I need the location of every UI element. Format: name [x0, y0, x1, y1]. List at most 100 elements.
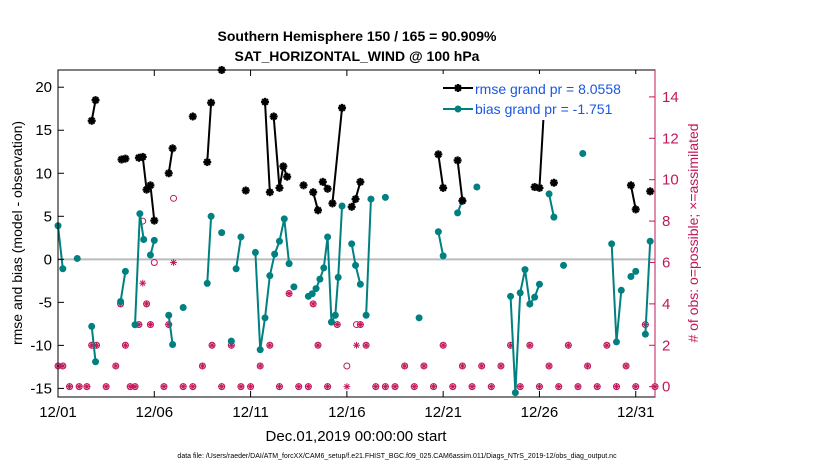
- obs-assimilated-marker: [102, 383, 110, 391]
- rmse-point: [309, 188, 318, 197]
- rmse-point: [338, 103, 347, 112]
- rmse-point: [87, 116, 96, 125]
- y-axis-right: 0 2 4 6 8 10 12 14: [649, 89, 679, 396]
- y-tick-label: 20: [35, 79, 52, 96]
- obs-assimilated-marker: [131, 383, 139, 391]
- obs-assimilated-marker: [516, 383, 524, 391]
- legend-bias-marker: [454, 105, 462, 113]
- bias-point: [334, 273, 342, 281]
- obs-assimilated-marker: [218, 383, 226, 391]
- bias-point: [207, 212, 215, 220]
- bias-point: [608, 240, 616, 248]
- bias-point: [320, 264, 328, 272]
- obs-assimilated-marker: [160, 383, 168, 391]
- y-tick-label: 10: [35, 165, 52, 182]
- obs-assimilated-marker: [545, 362, 553, 370]
- rmse-point-core: [440, 185, 446, 191]
- bias-point: [280, 215, 288, 223]
- rmse-point-core: [358, 179, 363, 185]
- rmse-point: [313, 206, 322, 215]
- bias-point: [526, 300, 534, 308]
- rmse-point: [283, 172, 292, 181]
- bias-point: [338, 202, 346, 210]
- obs-assimilated-marker: [304, 383, 312, 391]
- obs-assimilated-marker: [381, 383, 389, 391]
- obs-assimilated-marker: [333, 321, 341, 328]
- rmse-point-core: [208, 100, 214, 105]
- rmse-point: [318, 177, 327, 186]
- x-tick-label: 12/21: [424, 404, 462, 421]
- rmse-point: [150, 216, 159, 225]
- rmse-point-core: [148, 183, 153, 188]
- obs-assimilated-marker: [603, 341, 611, 349]
- y2-axis-label: # of obs: o=possible; ×=assimilated: [685, 123, 701, 342]
- bias-line-segment: [57, 225, 64, 269]
- rmse-point: [347, 202, 356, 211]
- rmse-point-core: [349, 204, 354, 210]
- bias-line-segment: [365, 199, 372, 316]
- rmse-point: [535, 183, 544, 192]
- bias-point: [641, 330, 649, 338]
- bias-series: [54, 149, 654, 397]
- y2-tick-label: 0: [662, 379, 670, 396]
- obs-assimilated-marker: [147, 321, 154, 328]
- obs-assimilated-marker: [170, 259, 177, 266]
- rmse-line-segment: [331, 107, 344, 204]
- obs-assimilated-marker: [112, 362, 120, 370]
- bias-line-segment: [644, 241, 652, 335]
- rmse-line-segment: [167, 148, 174, 174]
- rmse-point: [164, 169, 173, 178]
- obs-possible-marker: [170, 194, 178, 202]
- obs-assimilated-marker: [622, 362, 630, 370]
- rmse-point-core: [310, 189, 316, 195]
- bias-point: [362, 311, 370, 319]
- legend-rmse-star-core: [455, 85, 461, 91]
- rmse-point: [275, 183, 284, 192]
- bias-point: [511, 389, 519, 397]
- bias-point: [516, 289, 524, 297]
- x-axis: 12/01 12/06 12/11 12/16 12/21 12/26 12/31: [39, 70, 655, 421]
- rmse-point-core: [320, 179, 325, 185]
- rmse-point: [138, 152, 147, 161]
- bias-point: [434, 228, 442, 236]
- rmse-point: [188, 112, 197, 121]
- rmse-point-core: [152, 218, 157, 223]
- rmse-series: [87, 66, 655, 225]
- bias-point: [356, 280, 364, 288]
- rmse-point: [279, 162, 288, 171]
- obs-assimilated-marker: [497, 362, 505, 370]
- y-tick-label: 0: [44, 251, 52, 268]
- rmse-point-core: [123, 156, 128, 161]
- bias-line-segment: [206, 216, 213, 284]
- obs-assimilated-marker: [420, 362, 428, 370]
- rmse-point: [439, 183, 448, 192]
- obs-assimilated-marker: [430, 383, 437, 391]
- obs-assimilated-marker: [593, 383, 601, 391]
- bias-point: [275, 237, 283, 245]
- bias-point: [646, 237, 654, 245]
- bias-point: [473, 183, 481, 191]
- bias-point: [261, 314, 269, 322]
- y-tick-label: -10: [30, 337, 52, 354]
- obs-assimilated-marker: [59, 362, 67, 370]
- bias-point: [545, 190, 553, 198]
- obs-assimilated-marker: [266, 341, 274, 349]
- obs-assimilated-marker: [478, 362, 486, 370]
- data-file-footnote: data file: /Users/raeder/DAI/ATM_forcXX/…: [177, 453, 617, 460]
- obs-assimilated-marker: [584, 362, 591, 370]
- bias-point: [140, 236, 148, 244]
- rmse-point-core: [93, 97, 98, 103]
- obs-assimilated-marker: [343, 383, 351, 391]
- bias-point: [367, 195, 375, 203]
- y2-tick-label: 10: [662, 172, 679, 189]
- rmse-point: [146, 181, 155, 190]
- obs-assimilated-marker: [362, 341, 370, 349]
- obs-assimilated-marker: [122, 341, 129, 349]
- y-axis-left: -15 -10 -5 0 5 10 15 20: [30, 79, 64, 397]
- rmse-point: [91, 96, 100, 105]
- rmse-point-core: [436, 152, 441, 157]
- rmse-point-core: [315, 208, 321, 213]
- legend-rmse-label: rmse grand pr = 8.0558: [475, 81, 621, 97]
- legend-box: [440, 74, 645, 120]
- rmse-point: [434, 150, 443, 159]
